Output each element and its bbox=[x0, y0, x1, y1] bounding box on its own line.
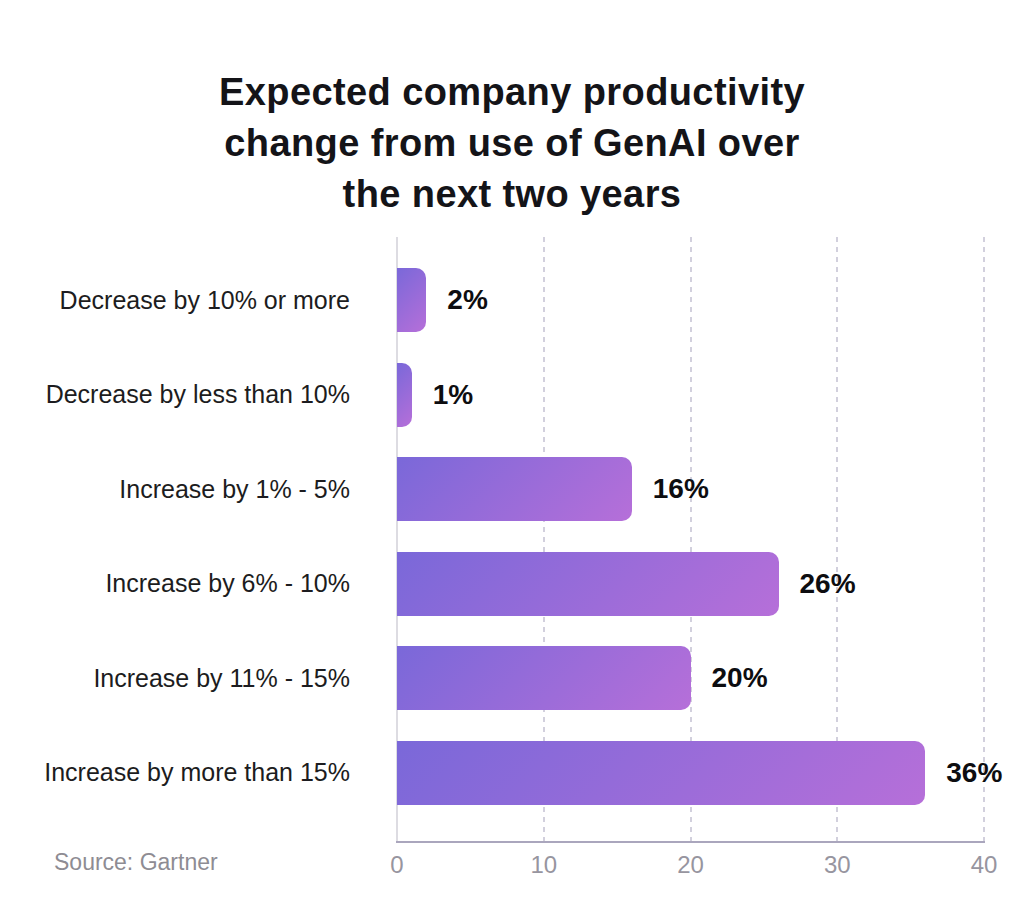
bar-row: Increase by 1% - 5% 16% bbox=[0, 457, 1024, 521]
value-label: 1% bbox=[433, 379, 473, 411]
bar-track: 36% bbox=[397, 741, 984, 805]
bar-row: Decrease by less than 10% 1% bbox=[0, 363, 1024, 427]
bar bbox=[397, 741, 925, 805]
category-label: Decrease by less than 10% bbox=[0, 380, 397, 409]
bar-track: 2% bbox=[397, 268, 984, 332]
category-label: Decrease by 10% or more bbox=[0, 286, 397, 315]
bar-row: Decrease by 10% or more 2% bbox=[0, 268, 1024, 332]
source-note: Source: Gartner bbox=[54, 849, 218, 876]
bar bbox=[397, 268, 426, 332]
bar-row: Increase by more than 15%36% bbox=[0, 741, 1024, 805]
bar-row: Increase by 6% - 10% 26% bbox=[0, 552, 1024, 616]
chart-title-line: Expected company productivity bbox=[0, 67, 1024, 118]
x-tick-label: 40 bbox=[944, 851, 1024, 879]
category-label: Increase by more than 15% bbox=[0, 758, 397, 787]
bar bbox=[397, 646, 691, 710]
chart-canvas: Expected company productivity change fro… bbox=[0, 0, 1024, 913]
x-tick-label: 20 bbox=[651, 851, 731, 879]
bar-rows: Decrease by 10% or more 2% Decrease by les… bbox=[0, 237, 1024, 843]
value-label: 20% bbox=[712, 662, 768, 694]
x-tick-label: 30 bbox=[797, 851, 877, 879]
chart-title: Expected company productivity change fro… bbox=[0, 67, 1024, 220]
category-label: Increase by 11% - 15% bbox=[0, 664, 397, 693]
value-label: 36% bbox=[946, 757, 1002, 789]
x-tick-label: 0 bbox=[357, 851, 437, 879]
bar-track: 26% bbox=[397, 552, 984, 616]
chart-title-line: the next two years bbox=[0, 169, 1024, 220]
bar-row: Increase by 11% - 15% 20% bbox=[0, 646, 1024, 710]
bar-track: 20% bbox=[397, 646, 984, 710]
chart-title-line: change from use of GenAI over bbox=[0, 118, 1024, 169]
value-label: 2% bbox=[447, 284, 487, 316]
bar-track: 16% bbox=[397, 457, 984, 521]
bar bbox=[397, 363, 412, 427]
value-label: 16% bbox=[653, 473, 709, 505]
bar-track: 1% bbox=[397, 363, 984, 427]
x-tick-label: 10 bbox=[504, 851, 584, 879]
category-label: Increase by 1% - 5% bbox=[0, 475, 397, 504]
value-label: 26% bbox=[800, 568, 856, 600]
bar bbox=[397, 552, 779, 616]
category-label: Increase by 6% - 10% bbox=[0, 569, 397, 598]
bar bbox=[397, 457, 632, 521]
